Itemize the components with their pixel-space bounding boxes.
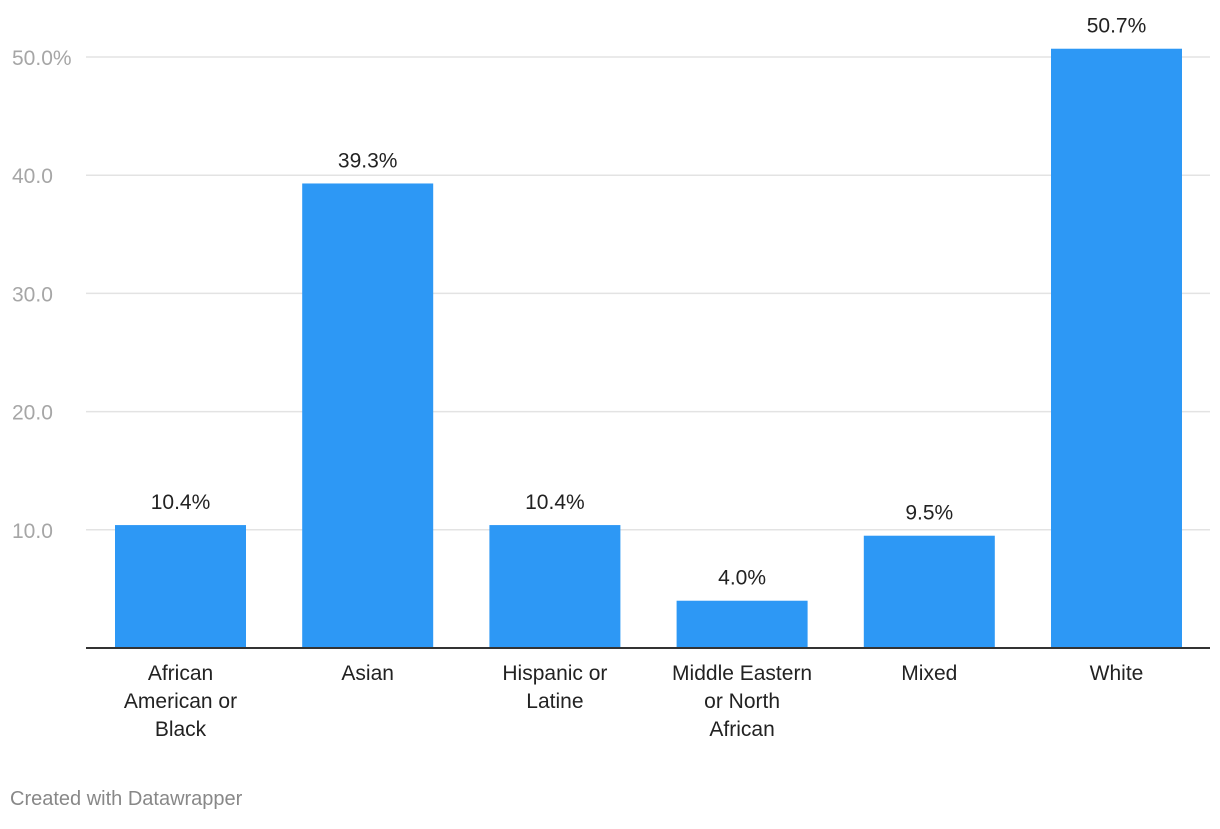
y-tick-label: 10.0 [12,520,53,543]
credit-text[interactable]: Created with Datawrapper [10,788,243,810]
value-label: 39.3% [338,149,398,172]
bar[interactable] [489,525,621,648]
x-category-label: Middle Eastern or North African [672,662,812,741]
x-category-label: White [1090,662,1144,685]
x-category-label: African American or Black [124,662,237,741]
value-label: 10.4% [151,491,211,514]
y-tick-label: 20.0 [12,402,53,425]
bar[interactable] [676,600,808,648]
y-tick-label: 30.0 [12,283,53,306]
x-category-label: Mixed [901,662,957,685]
y-tick-label: 50.0% [12,47,72,70]
y-tick-label: 40.0 [12,165,53,188]
value-label: 10.4% [525,491,585,514]
value-label: 9.5% [905,502,953,525]
value-label: 4.0% [718,567,766,590]
bar[interactable] [115,525,246,648]
bar[interactable] [863,535,995,648]
bar[interactable] [1051,48,1182,648]
bar[interactable] [302,183,434,648]
value-label: 50.7% [1087,15,1147,38]
x-category-label: Hispanic or Latine [502,662,607,713]
x-category-label: Asian [341,662,394,685]
